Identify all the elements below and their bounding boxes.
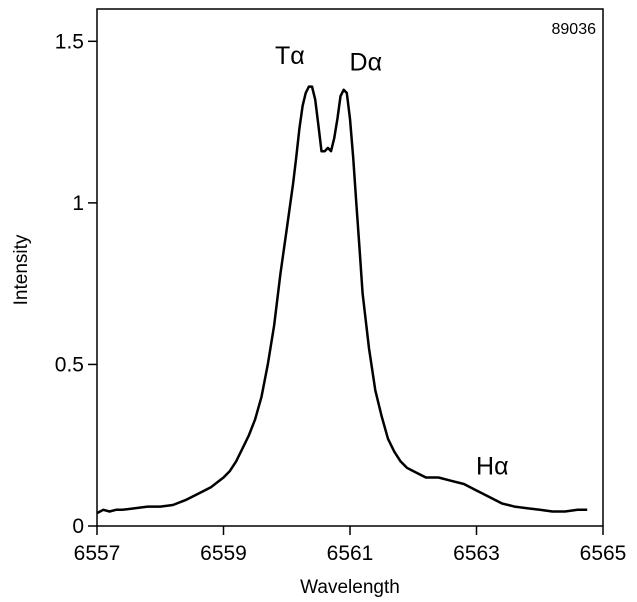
x-axis: 6557 6559 6561 6563 6565 [74,526,627,565]
peak-annotation: Tα [275,42,305,70]
x-tick-label: 6565 [580,542,627,565]
x-tick-label: 6563 [453,542,500,565]
peak-annotation: Hα [476,452,509,480]
y-tick-label: 1.5 [55,30,84,53]
x-tick-label: 6561 [327,542,374,565]
y-axis: 0 0.5 1 1.5 [55,30,97,538]
annotations: Tα Dα Hα [275,42,509,480]
plot-frame [96,8,604,527]
spectrum-line [96,85,588,515]
peak-annotation: Dα [350,48,383,76]
y-tick-label: 0 [72,515,84,538]
shot-id-label: 89036 [552,21,597,38]
x-tick-label: 6559 [200,542,247,565]
y-tick-label: 0.5 [55,353,84,376]
x-axis-title: Wavelength [300,577,400,598]
y-axis-title: Intensity [11,234,32,305]
x-tick-label: 6557 [74,542,121,565]
y-tick-label: 1 [72,192,84,215]
